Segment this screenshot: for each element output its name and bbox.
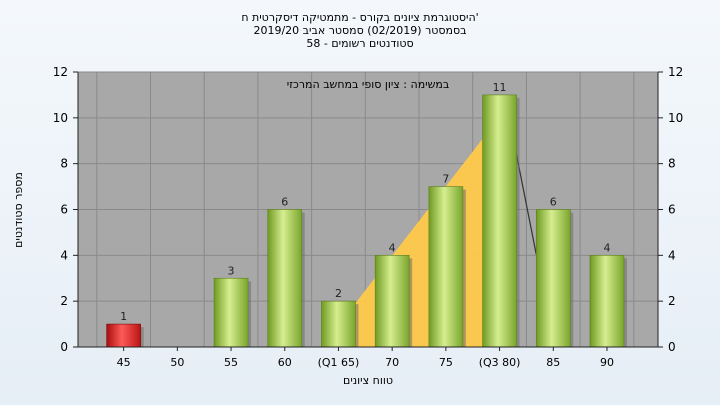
chart-title-line-2: בסמסטר (02/2019) סמסטר אביב 2019/20	[253, 24, 467, 37]
y-tick-label-right: 4	[668, 248, 676, 262]
y-tick-label-left: 6	[60, 203, 68, 217]
y-tick-label-left: 12	[53, 65, 68, 79]
bar-90	[589, 255, 625, 348]
bar-(Q3 80)	[482, 94, 517, 348]
y-tick-label-right: 10	[668, 111, 683, 125]
data-labels: 1 3 6 2 4 7 11 6 4	[120, 81, 610, 323]
y-tick-label-left: 4	[60, 248, 68, 262]
bar-60	[267, 209, 303, 348]
x-tick-label: 55	[224, 356, 238, 369]
y-tick-label-left: 2	[60, 294, 68, 308]
data-label: 11	[493, 81, 507, 94]
chart-title-line-3: סטודנטים רשומים - 58	[306, 37, 414, 50]
x-tick-label: 85	[546, 356, 560, 369]
x-tick-label: 45	[117, 356, 131, 369]
x-tick-label: 50	[170, 356, 184, 369]
bar-55	[213, 277, 249, 348]
y-tick-label-left: 8	[60, 157, 68, 171]
bar-70	[374, 255, 410, 348]
bar-75	[428, 186, 464, 348]
bar-45	[106, 323, 141, 348]
y-tick-label-left: 10	[53, 111, 68, 125]
data-label: 1	[120, 310, 127, 323]
data-label: 3	[228, 264, 235, 277]
bar-85	[535, 209, 571, 348]
data-label: 6	[281, 196, 288, 209]
bars	[106, 94, 627, 348]
x-axis-label: טווח ציונים	[343, 374, 393, 387]
x-tick-label: 90	[600, 356, 614, 369]
data-label: 2	[335, 287, 342, 300]
x-tick-label: 75	[439, 356, 453, 369]
x-tick-label: 60	[278, 356, 292, 369]
data-label: 4	[603, 241, 610, 254]
chart-title-line-1: היסטוגרמת ציונים בקורס - מתמטיקה דיסקרטי…	[241, 11, 479, 24]
chart-annotation: במשימה : ציון סופי במחשב המרכזי	[287, 78, 450, 91]
bar-(Q1 65)	[321, 300, 356, 348]
y-tick-label-left: 0	[60, 340, 68, 354]
x-tick-label: (Q1 65)	[318, 356, 360, 369]
y-tick-label-right: 6	[668, 203, 676, 217]
x-tick-label: 70	[385, 356, 399, 369]
y-tick-label-right: 2	[668, 294, 676, 308]
data-label: 4	[389, 241, 396, 254]
data-label: 7	[442, 173, 449, 186]
x-tick-label: (Q3 80)	[479, 356, 521, 369]
quartile-area-fill	[321, 94, 517, 348]
y-axis-label: מספר סטודנטים	[12, 172, 25, 248]
y-tick-label-right: 8	[668, 157, 676, 171]
data-label: 6	[550, 196, 557, 209]
y-tick-label-right: 12	[668, 65, 683, 79]
y-tick-label-right: 0	[668, 340, 676, 354]
